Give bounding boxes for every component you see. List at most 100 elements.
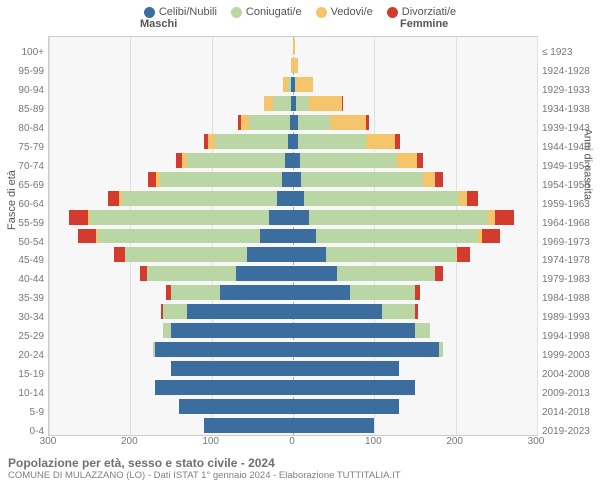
x-tick-label: 0 xyxy=(289,436,295,447)
birth-year-label: 1969-1973 xyxy=(542,235,600,251)
age-row xyxy=(49,360,537,377)
female-bar xyxy=(293,380,415,395)
x-tick-label: 200 xyxy=(446,436,463,447)
bar-segment xyxy=(249,115,290,130)
chart-area xyxy=(48,36,538,436)
bar-segment xyxy=(457,247,470,262)
male-bar xyxy=(69,210,293,225)
male-bar xyxy=(238,115,293,130)
age-label: 50-54 xyxy=(0,235,44,251)
bar-segment xyxy=(125,247,247,262)
age-label: 75-79 xyxy=(0,140,44,156)
bar-segment xyxy=(171,323,293,338)
legend-label: Divorziati/e xyxy=(402,6,456,18)
bar-segment xyxy=(293,418,374,433)
birth-year-label: 1994-1998 xyxy=(542,329,600,345)
legend-swatch xyxy=(387,7,398,18)
age-row xyxy=(49,322,537,339)
age-label: 40-44 xyxy=(0,272,44,288)
age-row xyxy=(49,398,537,415)
bar-segment xyxy=(296,96,309,111)
age-label: 90-94 xyxy=(0,83,44,99)
birth-year-label: 2009-2013 xyxy=(542,386,600,402)
legend-item: Vedovi/e xyxy=(316,6,373,18)
bar-segment xyxy=(415,285,420,300)
age-row xyxy=(49,246,537,263)
female-bar xyxy=(293,266,443,281)
age-row xyxy=(49,341,537,358)
bar-segment xyxy=(366,115,369,130)
legend-label: Celibi/Nubili xyxy=(159,6,217,18)
male-bar xyxy=(171,361,293,376)
legend-swatch xyxy=(231,7,242,18)
bar-segment xyxy=(300,153,398,168)
age-row xyxy=(49,379,537,396)
male-bar xyxy=(283,77,293,92)
male-bar xyxy=(108,191,293,206)
bar-segment xyxy=(114,247,125,262)
bar-segment xyxy=(171,361,293,376)
bar-segment xyxy=(417,153,424,168)
legend-swatch xyxy=(144,7,155,18)
age-label: 65-69 xyxy=(0,178,44,194)
age-label: 10-14 xyxy=(0,386,44,402)
age-row xyxy=(49,209,537,226)
bar-segment xyxy=(220,285,293,300)
bar-segment xyxy=(298,134,366,149)
bar-segment xyxy=(285,153,293,168)
female-bar xyxy=(293,247,470,262)
age-label: 0-4 xyxy=(0,424,44,440)
bar-segment xyxy=(187,153,285,168)
bar-segment xyxy=(293,58,298,73)
bar-segment xyxy=(269,210,293,225)
bar-segment xyxy=(108,191,119,206)
age-row xyxy=(49,76,537,93)
age-label: 100+ xyxy=(0,45,44,61)
bar-segment xyxy=(247,247,293,262)
age-label: 20-24 xyxy=(0,348,44,364)
age-label: 60-64 xyxy=(0,197,44,213)
age-label: 85-89 xyxy=(0,102,44,118)
male-bar xyxy=(264,96,293,111)
footer: Popolazione per età, sesso e stato civil… xyxy=(8,456,600,481)
age-row xyxy=(49,152,537,169)
male-bar xyxy=(148,172,293,187)
bar-segment xyxy=(435,172,443,187)
female-bar xyxy=(293,153,423,168)
legend-item: Coniugati/e xyxy=(231,6,302,18)
birth-year-label: 1974-1978 xyxy=(542,253,600,269)
legend-item: Divorziati/e xyxy=(387,6,456,18)
bar-segment xyxy=(495,210,515,225)
bar-segment xyxy=(264,96,274,111)
age-label: 25-29 xyxy=(0,329,44,345)
male-bar xyxy=(161,304,293,319)
bar-segment xyxy=(163,304,187,319)
bar-segment xyxy=(293,285,350,300)
bar-segment xyxy=(316,229,479,244)
bar-segment xyxy=(98,229,261,244)
x-axis: 3002001000100200300 xyxy=(48,436,538,452)
bar-segment xyxy=(293,247,326,262)
legend: Celibi/Nubili Coniugati/e Vedovi/e Divorzia… xyxy=(0,0,600,18)
bar-segment xyxy=(439,342,442,357)
legend-label: Coniugati/e xyxy=(246,6,302,18)
male-bar xyxy=(140,266,293,281)
bar-segment xyxy=(397,153,417,168)
header-male: Maschi xyxy=(140,18,177,30)
bar-segment xyxy=(309,96,342,111)
bar-segment xyxy=(179,399,293,414)
header-female: Femmine xyxy=(400,18,448,30)
age-row xyxy=(49,228,537,245)
bar-segment xyxy=(415,304,418,319)
bar-segment xyxy=(122,191,277,206)
female-bar xyxy=(293,115,369,130)
age-row xyxy=(49,284,537,301)
birth-year-label: 1999-2003 xyxy=(542,348,600,364)
bar-segment xyxy=(293,399,399,414)
male-bar xyxy=(163,323,293,338)
bar-segment xyxy=(241,115,249,130)
age-row xyxy=(49,133,537,150)
bar-segment xyxy=(78,229,96,244)
legend-swatch xyxy=(316,7,327,18)
bar-segment xyxy=(171,285,220,300)
